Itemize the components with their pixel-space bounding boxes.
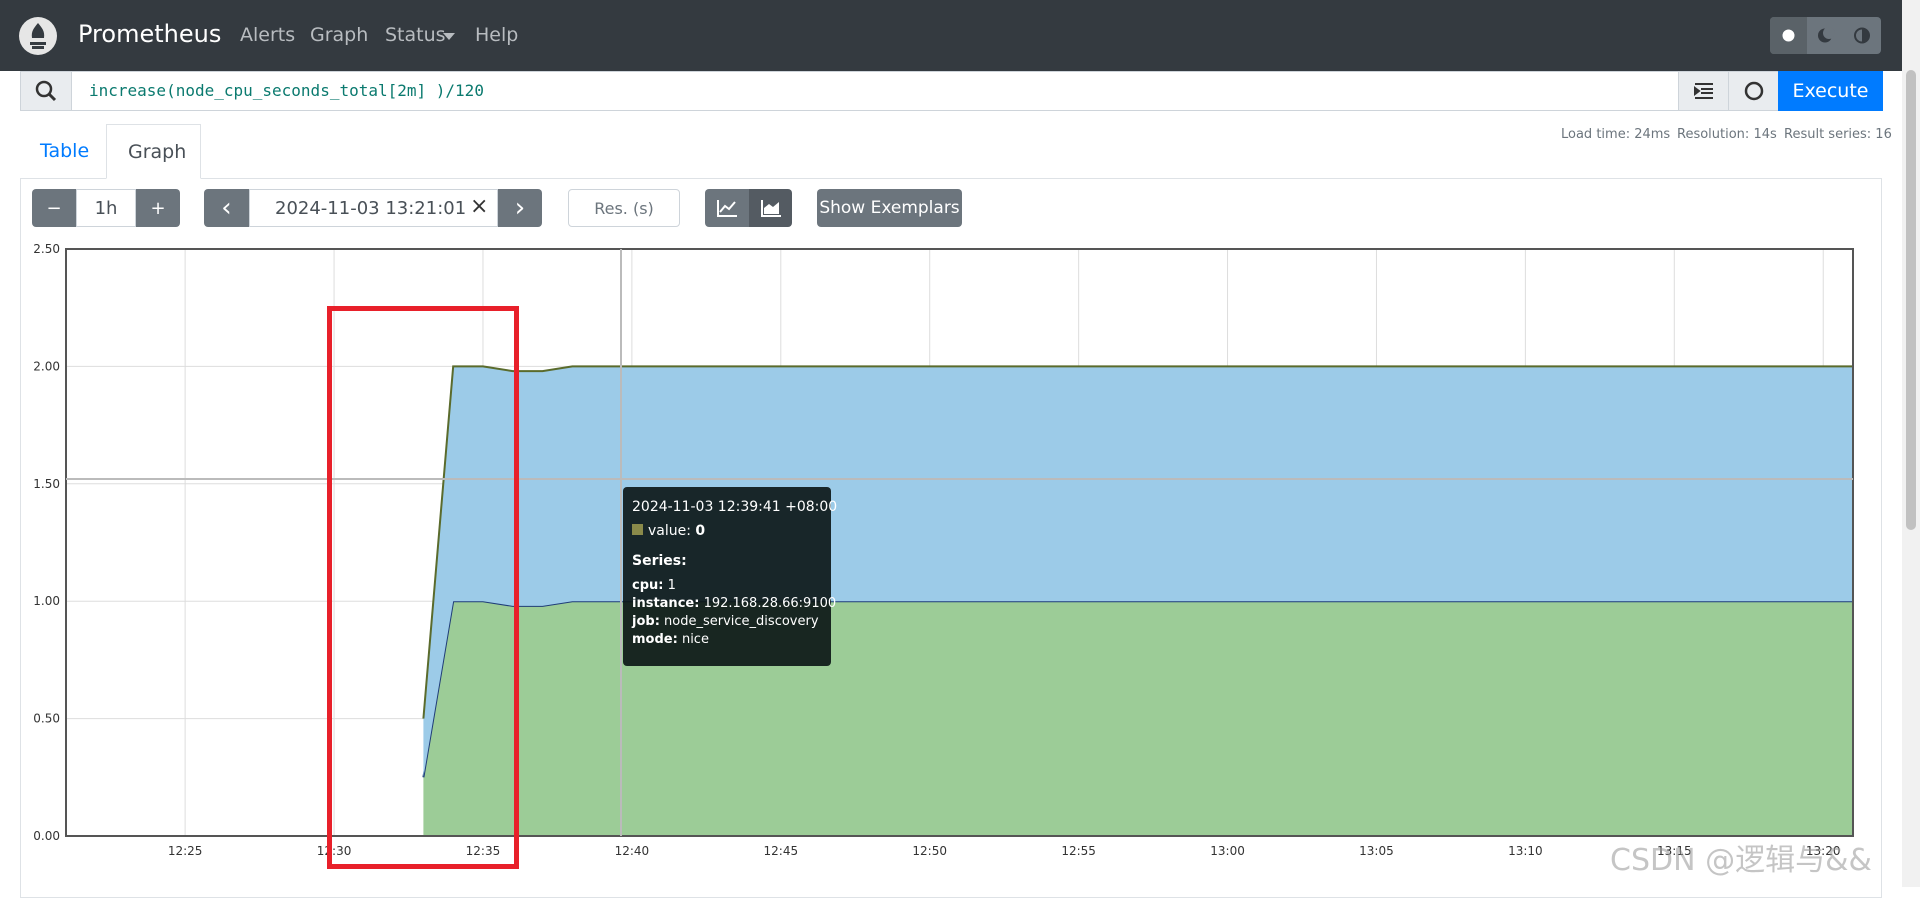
tooltip-value: value: 0 [632, 523, 822, 539]
tooltip-label: job: node_service_discovery [632, 613, 822, 631]
search-icon [21, 72, 72, 110]
y-tick-label: 0.50 [33, 712, 60, 726]
nav-link[interactable]: Status [385, 24, 446, 46]
nav-link[interactable]: Help [475, 24, 519, 46]
tooltip-value-key: value: [648, 523, 691, 539]
area [423, 366, 1853, 778]
tooltip-labels: cpu: 1 instance: 192.168.28.66:9100 job: n… [632, 577, 836, 649]
stat: Load time: 24ms [1561, 127, 1671, 142]
stacked-button[interactable] [749, 189, 792, 227]
label-key: mode: [632, 632, 678, 647]
execute-button[interactable]: Execute [1778, 71, 1883, 111]
x-tick-label: 12:25 [168, 844, 203, 858]
x-tick-label: 12:35 [466, 844, 501, 858]
scrollbar[interactable] [1902, 0, 1920, 887]
range-plus[interactable]: + [136, 189, 180, 227]
label-key: job: [632, 614, 660, 629]
nav-link[interactable]: Alerts [240, 24, 296, 46]
caret [443, 33, 455, 40]
time-next[interactable]: › [498, 189, 542, 227]
tooltip-time: 2024-11-03 12:39:41 +08:00 [632, 499, 838, 515]
x-tick-label: 13:20 [1806, 844, 1841, 858]
logo [19, 17, 57, 55]
x-tick-label: 13:15 [1657, 844, 1692, 858]
label-value: 192.168.28.66:9100 [703, 596, 837, 611]
tab-graph[interactable]: Graph [106, 124, 201, 179]
x-tick-label: 12:45 [764, 844, 799, 858]
tooltip-label: cpu: 1 [632, 577, 822, 595]
format-button[interactable] [1678, 72, 1728, 110]
x-tick-label: 13:05 [1359, 844, 1394, 858]
clear-time[interactable]: × [470, 194, 489, 219]
tooltip-label: mode: nice [632, 631, 822, 649]
y-tick-label: 0.00 [33, 829, 60, 843]
time-prev[interactable]: ‹ [204, 189, 249, 227]
theme-toggle[interactable] [1770, 17, 1881, 54]
stat: Resolution: 14s [1677, 127, 1777, 142]
end-time-input[interactable]: 2024-11-03 13:21:01 [249, 189, 498, 227]
range-input[interactable]: 1h [76, 189, 136, 227]
tooltip-label: instance: 192.168.28.66:9100 [632, 595, 836, 613]
tooltip-heading: Series: [632, 553, 687, 569]
x-tick-label: 13:10 [1508, 844, 1543, 858]
label-key: cpu: [632, 578, 664, 593]
x-tick-label: 12:40 [615, 844, 650, 858]
metrics-explorer[interactable] [1728, 72, 1778, 110]
x-tick-label: 12:55 [1061, 844, 1096, 858]
label-key: instance: [632, 596, 700, 611]
query-bar: increase(node_cpu_seconds_total[2m] )/12… [20, 71, 1883, 111]
tooltip-value-number: 0 [695, 523, 706, 539]
tab-table[interactable]: Table [40, 140, 90, 162]
annotation-box [327, 306, 519, 869]
stat: Result series: 16 [1784, 127, 1892, 142]
lines-button[interactable] [705, 189, 749, 227]
exemplars-button[interactable]: Show Exemplars [817, 189, 962, 227]
query-input[interactable]: increase(node_cpu_seconds_total[2m] )/12… [89, 81, 484, 100]
brand[interactable]: Prometheus [78, 20, 222, 48]
plot-frame [65, 248, 1854, 837]
theme-icons [1818, 27, 1870, 44]
x-tick-label: 13:00 [1210, 844, 1245, 858]
series-line [422, 365, 1853, 719]
y-tick-label: 1.50 [33, 477, 60, 491]
label-value: 1 [667, 578, 676, 593]
navbar: Prometheus Alerts Graph Status Help [0, 0, 1920, 71]
resolution-input[interactable]: Res. (s) [568, 189, 680, 227]
tooltip: 2024-11-03 12:39:41 +08:00 value: 0 Seri… [623, 487, 838, 666]
y-tick-label: 2.50 [33, 242, 60, 256]
label-value: node_service_discovery [664, 614, 819, 629]
y-tick-label: 1.00 [33, 594, 60, 608]
chart: 0.00 0.50 1.00 1.50 2.00 2.50 12:25 12:30 12:35 1… [33, 242, 1854, 858]
range-minus[interactable]: − [32, 189, 76, 227]
y-tick-label: 2.00 [33, 359, 60, 373]
theme-light[interactable] [1770, 17, 1807, 54]
x-tick-label: 12:50 [912, 844, 947, 858]
watermark: CSDN @逻辑与&& [1610, 843, 1872, 878]
x-tick-label: 12:30 [317, 844, 352, 858]
nav-link[interactable]: Graph [310, 24, 369, 46]
label-value: nice [681, 632, 709, 647]
